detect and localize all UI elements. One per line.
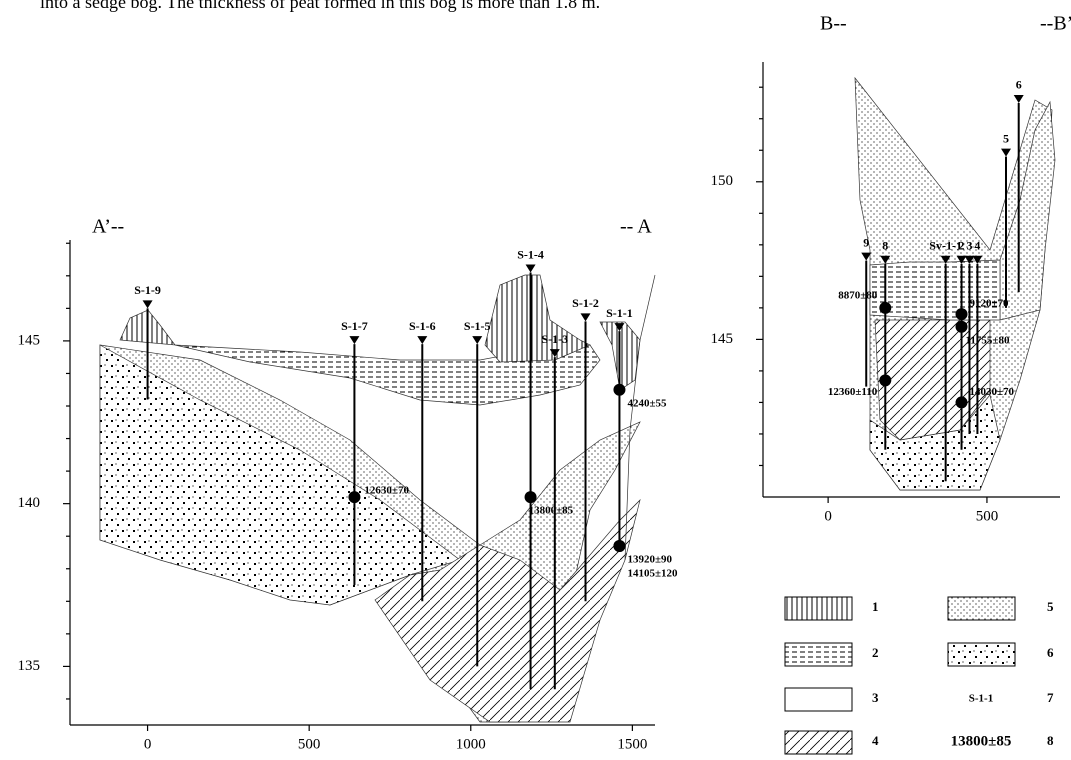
date-label: 11755±80 [966, 334, 1010, 346]
caption: into a sedge bog. The thickness of peat … [40, 0, 600, 12]
x-tick-label: 0 [144, 736, 152, 752]
legend-number: 2 [872, 645, 879, 660]
legend-number: 3 [872, 690, 879, 705]
x-tick-label: 1500 [617, 736, 647, 752]
date-label: 13920±90 [627, 554, 672, 566]
borehole-label: S-1-9 [134, 283, 161, 297]
date-label: 9120±70 [970, 298, 1010, 310]
borehole-head [349, 336, 359, 344]
date-point [879, 302, 891, 314]
section-a-layers [100, 275, 655, 722]
y-tick-label: 145 [711, 331, 734, 347]
legend-number: 6 [1047, 645, 1054, 660]
x-tick-label: 500 [298, 736, 321, 752]
legend-swatch [785, 731, 852, 754]
borehole-label: 5 [1003, 131, 1009, 145]
borehole-label: S-1-5 [464, 319, 491, 333]
legend-number: 1 [872, 599, 879, 614]
legend-swatch [948, 597, 1015, 620]
borehole-head [417, 336, 427, 344]
date-label: 14105±120 [627, 568, 678, 580]
borehole-label: S-1-3 [541, 332, 568, 346]
date-label: 13800±85 [529, 505, 574, 517]
borehole-label: S-1-6 [409, 319, 436, 333]
legend: 1 2 3 4 5 6 7 8 S-1-1 13800±85 [785, 597, 1054, 754]
borehole-head [472, 336, 482, 344]
date-point [879, 374, 891, 386]
legend-swatch [785, 688, 852, 711]
date-label: 8870±80 [838, 289, 878, 301]
borehole-head [526, 265, 536, 273]
borehole-label: 9 [863, 235, 869, 249]
section-label: B-- [820, 13, 847, 35]
date-point [613, 384, 625, 396]
borehole-label: 4 [974, 238, 980, 252]
borehole-label: S-1-2 [572, 296, 599, 310]
date-label: 12630±70 [364, 485, 409, 497]
date-point [956, 308, 968, 320]
y-tick-label: 145 [18, 332, 41, 348]
figure: into a sedge bog. The thickness of peat … [0, 0, 1071, 760]
date-point [613, 540, 625, 552]
borehole-head [581, 313, 591, 321]
borehole-label: 3 [966, 238, 972, 252]
y-tick-label: 135 [18, 658, 41, 674]
date-point [956, 396, 968, 408]
borehole-label: 2 [959, 238, 965, 252]
date-point [525, 491, 537, 503]
section-label: A’-- [92, 216, 124, 238]
y-tick-label: 150 [711, 173, 734, 189]
section-label: --B’ [1040, 13, 1071, 35]
page: {"caption_fragment": "into a sedge bog. … [0, 0, 1071, 760]
legend-number: 4 [872, 733, 879, 748]
borehole-head [1014, 95, 1024, 103]
borehole-label: 6 [1016, 78, 1022, 92]
legend-number: 5 [1047, 599, 1054, 614]
legend-sample: S-1-1 [969, 693, 993, 705]
x-tick-label: 1000 [456, 736, 486, 752]
borehole-label: S-1-1 [606, 306, 633, 320]
legend-swatch [785, 643, 852, 666]
x-tick-label: 0 [824, 508, 832, 524]
borehole-head [143, 300, 153, 308]
date-label: 12360±110 [828, 386, 878, 398]
section-label: -- A [620, 216, 652, 238]
legend-sample: 13800±85 [951, 733, 1012, 749]
borehole-head [1001, 149, 1011, 157]
legend-swatch [948, 643, 1015, 666]
borehole-label: 8 [882, 238, 888, 252]
date-point [348, 491, 360, 503]
borehole-label: S-1-4 [517, 247, 544, 261]
date-point [956, 321, 968, 333]
borehole-label: S-1-7 [341, 319, 368, 333]
legend-swatch [785, 597, 852, 620]
y-tick-label: 140 [18, 495, 41, 511]
date-label: 14030±70 [970, 386, 1015, 398]
date-label: 4240±55 [627, 397, 667, 409]
legend-number: 7 [1047, 690, 1054, 705]
borehole-label: Sv-1-1 [929, 238, 962, 252]
legend-number: 8 [1047, 733, 1054, 748]
x-tick-label: 500 [976, 508, 999, 524]
